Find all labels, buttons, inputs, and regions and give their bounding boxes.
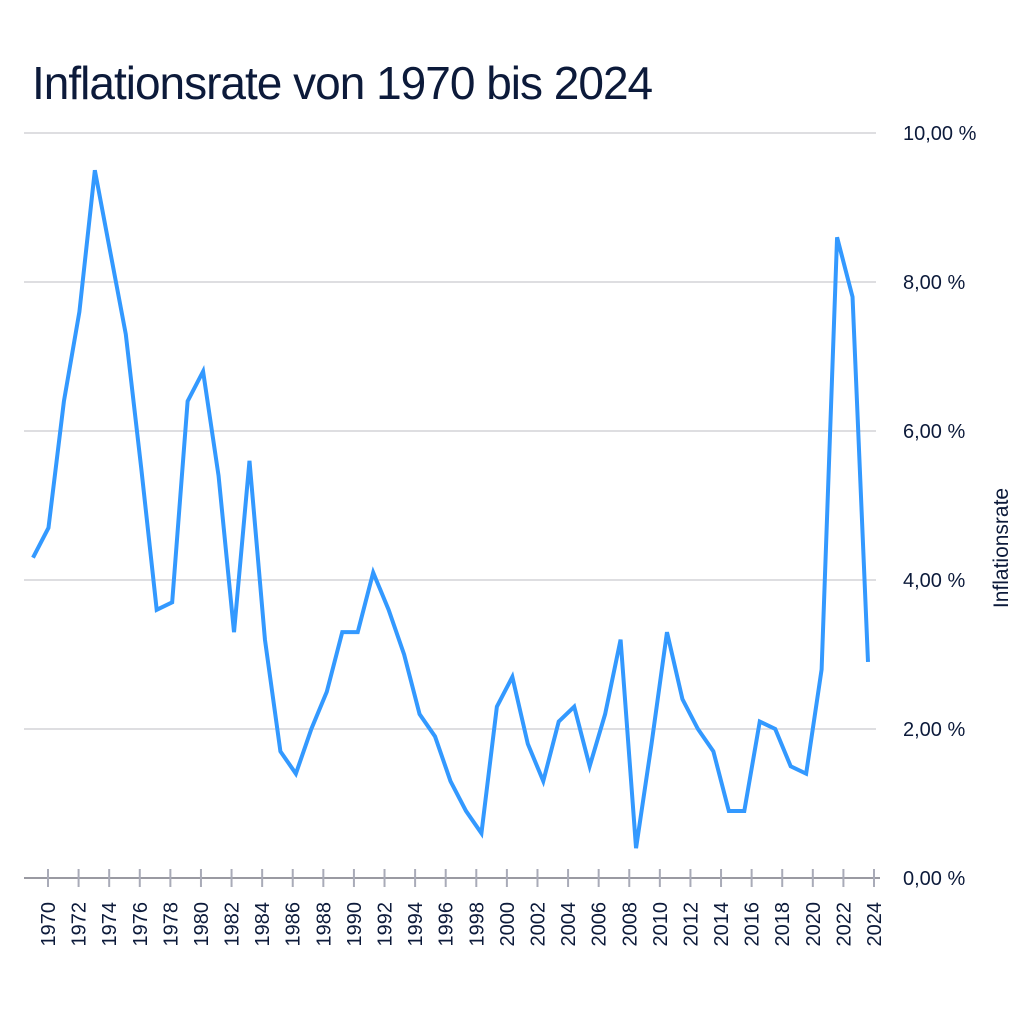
x-tick-label: 1988 bbox=[313, 902, 335, 947]
x-tick-label: 2014 bbox=[711, 902, 733, 947]
x-tick-label: 2004 bbox=[558, 902, 580, 947]
x-tick-label: 2012 bbox=[680, 902, 702, 947]
x-tick-label: 2016 bbox=[742, 902, 764, 947]
y-tick-label: 10,00 % bbox=[903, 123, 977, 145]
x-tick-label: 1976 bbox=[130, 902, 152, 947]
y-tick-label: 6,00 % bbox=[903, 421, 965, 443]
x-tick-label: 2000 bbox=[497, 902, 519, 947]
x-tick-label: 2018 bbox=[772, 902, 794, 947]
y-axis-label: Inflationsrate bbox=[990, 488, 1013, 608]
x-tick-label: 1990 bbox=[344, 902, 366, 947]
x-tick-label: 2002 bbox=[527, 902, 549, 947]
chart-title: Inflationsrate von 1970 bis 2024 bbox=[32, 57, 653, 109]
x-tick-label: 1986 bbox=[283, 902, 305, 947]
y-tick-label: 0,00 % bbox=[903, 868, 965, 890]
x-tick-label: 1970 bbox=[38, 902, 60, 947]
x-tick-label: 1992 bbox=[375, 902, 397, 947]
y-tick-label: 4,00 % bbox=[903, 570, 965, 592]
y-tick-label: 8,00 % bbox=[903, 272, 965, 294]
x-tick-label: 1984 bbox=[252, 902, 274, 947]
gridlines bbox=[24, 132, 876, 730]
inflation-series-line bbox=[31, 169, 870, 849]
x-tick-label: 1978 bbox=[160, 902, 182, 947]
x-tick-label: 1972 bbox=[69, 902, 91, 947]
x-axis: 1970 1972 1974 1976 1978 1980 1982 1984 1986 1988… bbox=[24, 869, 886, 947]
y-axis-ticks: 0,00 % 2,00 % 4,00 % 6,00 % 8,00 % 10,00 % bbox=[903, 123, 977, 890]
x-tick-label: 2010 bbox=[650, 902, 672, 947]
x-tick-label: 2008 bbox=[619, 902, 641, 947]
x-tick-label: 1998 bbox=[466, 902, 488, 947]
x-tick-label: 1980 bbox=[191, 902, 213, 947]
x-tick-label: 1974 bbox=[99, 902, 121, 947]
x-tick-label: 1982 bbox=[222, 902, 244, 947]
x-tick-label: 1996 bbox=[436, 902, 458, 947]
y-tick-label: 2,00 % bbox=[903, 719, 965, 741]
x-tick-label: 2024 bbox=[864, 902, 886, 947]
x-tick-label: 2020 bbox=[803, 902, 825, 947]
x-tick-label: 1994 bbox=[405, 902, 427, 947]
x-tick-label: 2022 bbox=[833, 902, 855, 947]
series-line-group bbox=[31, 169, 870, 849]
x-tick-label: 2006 bbox=[589, 902, 611, 947]
